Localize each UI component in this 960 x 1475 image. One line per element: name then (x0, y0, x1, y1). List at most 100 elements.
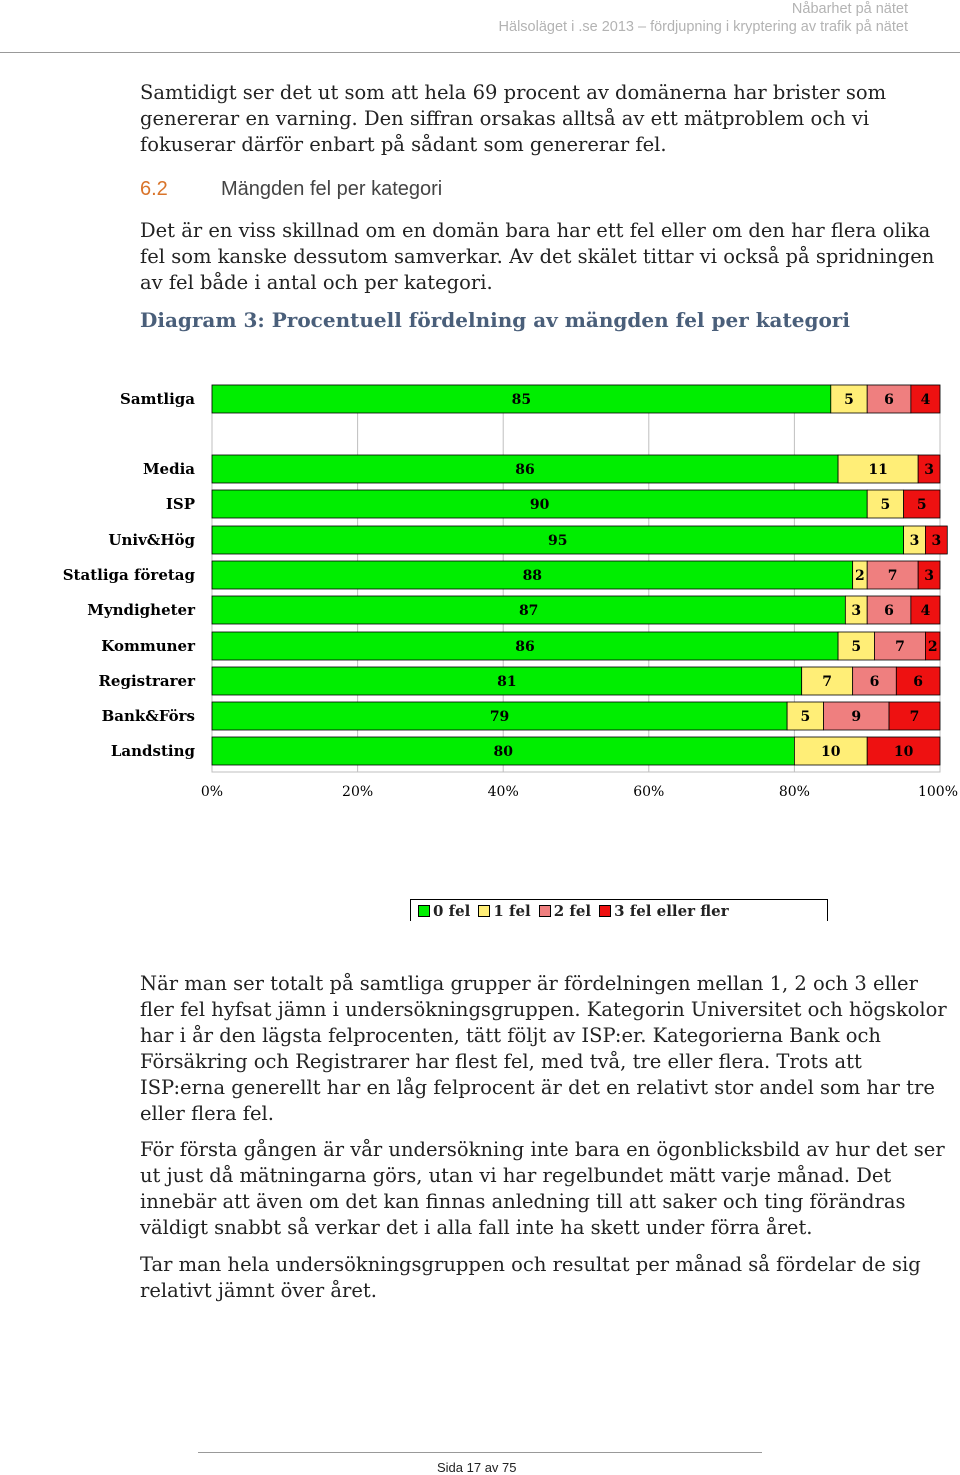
category-label: Myndigheter (87, 601, 196, 619)
data-label: 88 (523, 568, 542, 584)
data-label: 87 (519, 603, 538, 619)
data-label: 79 (490, 709, 509, 725)
data-label: 80 (493, 744, 513, 760)
data-label: 86 (515, 639, 534, 655)
category-label: Registrarer (98, 672, 196, 690)
category-label: Media (143, 460, 195, 478)
data-label: 81 (497, 674, 516, 690)
data-label: 7 (895, 639, 905, 655)
page-number: Sida 17 av 75 (437, 1460, 517, 1475)
x-tick-label: 20% (342, 784, 373, 800)
data-label: 10 (894, 744, 914, 760)
data-label: 86 (515, 462, 534, 478)
legend-label: 1 fel (493, 901, 531, 920)
category-label: Landsting (111, 742, 196, 760)
data-label: 5 (917, 497, 927, 513)
legend-swatch (538, 904, 551, 917)
bar-segment (874, 631, 926, 661)
bar-segment (888, 701, 941, 731)
bar-segment (866, 595, 912, 625)
x-tick-label: 60% (633, 784, 664, 800)
data-label: 4 (921, 603, 931, 619)
data-label: 5 (800, 709, 810, 725)
bar-segment (211, 595, 846, 625)
bar-segment (917, 454, 941, 484)
data-label: 6 (884, 603, 894, 619)
data-label: 6 (870, 674, 880, 690)
legend-label: 2 fel (553, 901, 592, 920)
bar-segment (925, 631, 941, 661)
legend-swatch (418, 904, 430, 917)
data-label: 85 (512, 392, 531, 408)
category-label: Univ&Hög (108, 531, 195, 549)
bar-segment (910, 384, 941, 414)
stacked-bar-chart: 85 5 6 486 11 390 5 595 3 388 2 7 387 3 6 486 5 7 281 7 6 679… (63, 384, 958, 800)
bar-segment (830, 384, 868, 414)
section-paragraph: Det är en viss skillnad om en domän bara… (140, 219, 935, 294)
header-line-1: Nåbarhet på nätet (791, 1, 908, 17)
bar-segment (823, 701, 890, 731)
section-title: Mängden fel per kategori (221, 178, 443, 200)
bar-segment (910, 595, 941, 625)
data-label: 10 (821, 744, 841, 760)
bar-segment (866, 384, 912, 414)
intro-paragraph: Samtidigt ser det ut som att hela 69 pro… (140, 81, 887, 156)
legend-item: 3 fel eller fler (599, 902, 729, 920)
page-header: Nåbarhet på nätet Hälsoläget i .se 2013 … (499, 0, 908, 36)
data-label: 90 (530, 497, 550, 513)
legend-swatch (478, 904, 491, 917)
data-label: 3 (924, 568, 934, 584)
bar-segment (866, 489, 905, 519)
bar-segment (925, 525, 948, 555)
header-rule (0, 52, 960, 53)
x-tick-label: 40% (488, 784, 519, 800)
category-label: Statliga företag (63, 566, 196, 584)
data-label: 5 (844, 392, 854, 408)
bar-segment (866, 560, 919, 590)
x-tick-label: 100% (918, 784, 958, 800)
analysis-paragraph-3: Tar man hela undersökningsgruppen och re… (140, 1253, 921, 1302)
category-label: ISP (166, 495, 195, 513)
data-label: 4 (921, 392, 931, 408)
data-label: 7 (910, 709, 920, 725)
data-label: 6 (884, 392, 894, 408)
bar-segment (211, 701, 788, 731)
bar-segment (895, 666, 941, 696)
bar-segment (211, 384, 832, 414)
data-label: 7 (888, 568, 898, 584)
data-label: 2 (855, 568, 865, 584)
category-label: Kommuner (101, 637, 196, 655)
data-label: 5 (851, 639, 861, 655)
legend-item: 2 fel (538, 901, 592, 920)
legend-item: 0 fel (418, 902, 470, 920)
data-label: 11 (868, 462, 887, 478)
x-tick-label: 80% (779, 784, 810, 800)
data-label: 5 (881, 497, 891, 513)
section-heading: 6.2 Mängden fel per kategori (140, 176, 442, 202)
data-label: 3 (910, 533, 920, 549)
header-line-2: Hälsoläget i .se 2013 – fördjupning i kr… (498, 19, 908, 35)
bar-segment (917, 560, 941, 590)
category-label: Bank&Förs (102, 707, 195, 725)
data-label: 7 (822, 674, 832, 690)
data-label: 6 (913, 674, 923, 690)
bar-segment (794, 736, 868, 766)
diagram-title: Diagram 3: Procentuell fördelning av män… (140, 308, 850, 332)
data-label: 3 (924, 462, 934, 478)
data-label: 3 (851, 603, 861, 619)
section-number: 6.2 (140, 178, 168, 200)
bar-segment (801, 666, 854, 696)
legend-item: 1 fel (478, 901, 531, 920)
bar-segment (903, 489, 941, 519)
bar-segment (211, 736, 795, 766)
data-label: 95 (548, 533, 567, 549)
data-label: 2 (928, 639, 938, 655)
legend-label: 3 fel eller fler (614, 901, 729, 920)
analysis-paragraph-1: När man ser totalt på samtliga grupper ä… (140, 972, 947, 1125)
legend-label: 0 fel (433, 901, 471, 920)
bar-segment (837, 631, 875, 661)
chart-legend: 0 fel 1 fel 2 fel 3 fel eller fler (410, 899, 828, 921)
footer-rule (198, 1452, 762, 1453)
data-label: 3 (931, 533, 941, 549)
data-label: 9 (851, 709, 861, 725)
